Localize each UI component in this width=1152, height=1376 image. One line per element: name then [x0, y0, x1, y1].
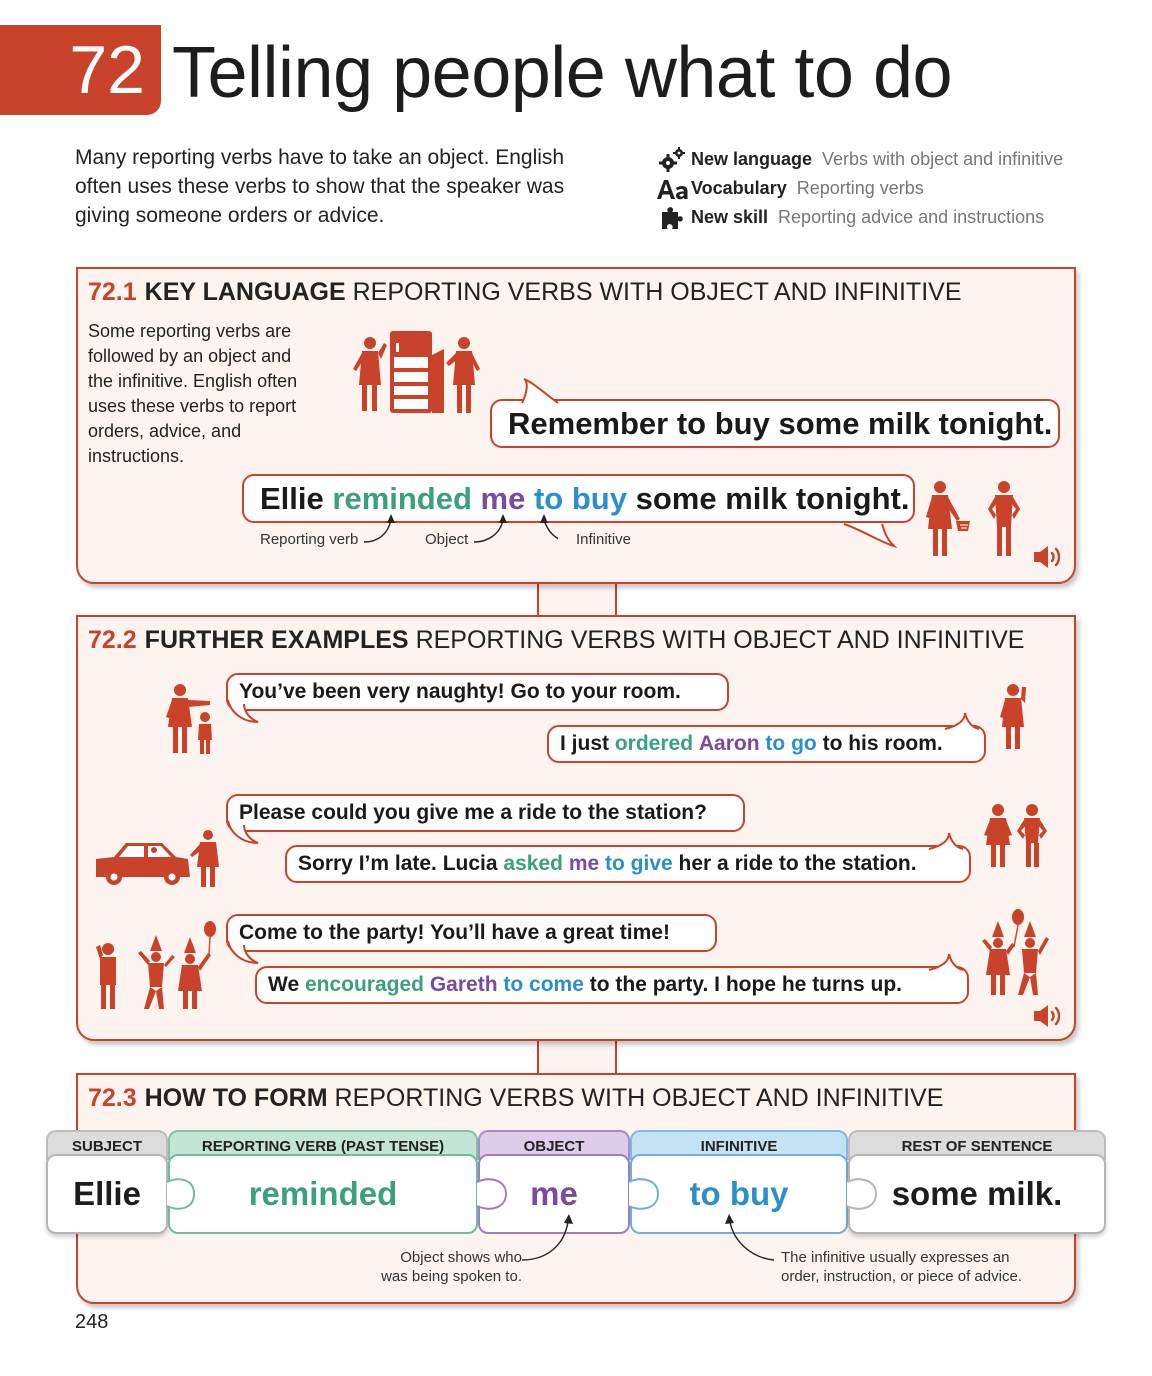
section-key-language: 72.1 KEY LANGUAGE REPORTING VERBS WITH OBJ…	[76, 267, 1076, 584]
meta-new-language: New language Verbs with object and infin…	[655, 145, 1135, 174]
meta-value: Verbs with object and infinitive	[822, 149, 1064, 169]
bubble-tail	[521, 378, 559, 404]
bubble-tail	[944, 712, 980, 730]
section-number: 72.3	[88, 1084, 137, 1112]
bubble-tail	[227, 820, 259, 844]
speech-bubble: Come to the party! You’ll have a great t…	[226, 914, 717, 964]
reported-infinitive: to go	[765, 732, 817, 755]
meta-label: New language	[691, 149, 813, 169]
audio-speaker-icon[interactable]	[1032, 544, 1064, 570]
column-value-rest-of-sentence: some milk.	[848, 1154, 1106, 1234]
page-title: Telling people what to do	[172, 33, 953, 113]
reported-verb: reminded	[332, 480, 472, 516]
meta-new-skill: New skill Reporting advice and instructi…	[655, 203, 1135, 232]
meta-label: New skill	[691, 207, 769, 227]
reported-post: her a ride to the station.	[678, 852, 917, 875]
column-value-reporting-verb: reminded	[168, 1154, 478, 1234]
audio-speaker-icon[interactable]	[1032, 1003, 1064, 1029]
direct-speech: Remember to buy some milk tonight.	[508, 405, 1053, 441]
bubble-tail	[928, 832, 964, 850]
puzzle-knobs	[166, 1178, 878, 1210]
note-object: Object shows who was being spoken to.	[381, 1249, 522, 1285]
puzzle-piece-icon	[655, 205, 689, 231]
note-infinitive: The infinitive usually expresses an orde…	[781, 1249, 1022, 1285]
meta-value: Reporting advice and instructions	[778, 207, 1045, 227]
meta-vocabulary: Vocabulary Reporting verbs	[655, 174, 1135, 203]
annotation-object: Object	[425, 531, 469, 548]
intro-text: Many reporting verbs have to take an obj…	[75, 146, 565, 227]
reported-speech-bubble: Sorry I’m late. Lucia asked me to give h…	[285, 832, 971, 883]
gears-icon	[655, 146, 689, 173]
reported-object: me	[480, 480, 526, 516]
meta-value: Reporting verbs	[796, 178, 924, 198]
reported-pre: I just	[560, 732, 610, 755]
column-value-subject: Ellie	[46, 1154, 168, 1234]
annotation-reporting-verb: Reporting verb	[260, 531, 359, 548]
reported-subject: Ellie	[260, 480, 324, 516]
unit-meta: New language Verbs with object and infin…	[655, 145, 1135, 232]
reported-speech-bubble: We encouraged Gareth to come to the part…	[255, 953, 969, 1004]
reported-verb: ordered	[614, 732, 694, 755]
reported-pre: We	[268, 973, 300, 996]
section-heading: 72.3 HOW TO FORM REPORTING VERBS WITH OBJE…	[88, 1083, 943, 1113]
section-description: Some reporting verbs are followed by an …	[88, 321, 298, 466]
section-number: 72.1	[88, 278, 137, 306]
section-heading: 72.1 KEY LANGUAGE REPORTING VERBS WITH OBJ…	[88, 277, 962, 307]
direct-speech: Come to the party! You’ll have a great t…	[239, 921, 670, 944]
parent-pointing-at-child-icon	[166, 684, 212, 754]
structure-note-arrows	[521, 1214, 775, 1261]
bubble-tail	[227, 699, 259, 723]
unit-number-badge: 72	[0, 25, 161, 115]
speech-bubble: Remember to buy some milk tonight.	[490, 378, 1060, 448]
bubble-tail	[843, 523, 898, 549]
page-number: 248	[75, 1311, 109, 1333]
party-hosts-icon	[982, 909, 1049, 995]
fridge-conversation-icon	[353, 331, 480, 413]
panel-connector	[537, 583, 617, 617]
unit-number: 72	[69, 32, 145, 108]
reported-verb: asked	[503, 852, 563, 875]
reported-post: to the party. I hope he turns up.	[589, 973, 903, 996]
bubble-tail	[227, 940, 259, 964]
reported-pre: Sorry I’m late. Lucia	[298, 852, 498, 875]
two-people-talking-icon	[984, 804, 1047, 867]
section-subtitle: REPORTING VERBS WITH OBJECT AND INFINITI…	[334, 1084, 944, 1112]
reported-object: me	[568, 852, 600, 875]
person-on-phone-icon	[1000, 684, 1026, 749]
reported-object: Gareth	[429, 973, 498, 996]
reported-object: Aaron	[698, 732, 760, 755]
reported-infinitive: to buy	[533, 480, 627, 516]
people-with-basket-icon	[926, 481, 1020, 556]
annotation-infinitive: Infinitive	[576, 531, 632, 548]
sentence-structure-puzzle: SUBJECT Ellie REPORTING VERB (PAST TENSE…	[0, 1130, 1152, 1250]
reported-infinitive: to give	[605, 852, 673, 875]
section-title: HOW TO FORM	[144, 1084, 328, 1112]
section-number: 72.2	[88, 626, 137, 654]
section-title: FURTHER EXAMPLES	[144, 626, 409, 654]
section-heading: 72.2 FURTHER EXAMPLES REPORTING VERBS WITH…	[88, 625, 1024, 655]
reported-verb: encouraged	[304, 973, 424, 996]
speech-bubble: You’ve been very naughty! Go to your roo…	[226, 673, 729, 723]
meta-label: Vocabulary	[691, 178, 787, 198]
party-guests-icon	[96, 921, 216, 1009]
section-title: KEY LANGUAGE	[144, 278, 346, 306]
bubble-tail	[928, 953, 964, 971]
car-and-person-icon	[96, 830, 219, 887]
reported-speech-bubble: I just ordered Aaron to go to his room.	[547, 712, 986, 763]
reported-rest: some milk tonight.	[635, 480, 910, 516]
column-value-infinitive: to buy	[630, 1154, 848, 1234]
speech-bubble: Please could you give me a ride to the s…	[226, 794, 745, 844]
section-subtitle: REPORTING VERBS WITH OBJECT AND INFINITI…	[415, 626, 1025, 654]
section-further-examples: 72.2 FURTHER EXAMPLES REPORTING VERBS WITH…	[76, 615, 1076, 1041]
reported-infinitive: to come	[503, 973, 584, 996]
aa-vocabulary-icon	[655, 178, 689, 200]
panel-connector	[537, 1040, 617, 1075]
direct-speech: You’ve been very naughty! Go to your roo…	[239, 680, 681, 703]
direct-speech: Please could you give me a ride to the s…	[239, 801, 707, 824]
reported-post: to his room.	[822, 732, 943, 755]
annotation-arrows	[363, 514, 558, 543]
section-subtitle: REPORTING VERBS WITH OBJECT AND INFINITI…	[352, 278, 962, 306]
reported-speech-bubble: Ellie reminded me to buy some milk tonig…	[242, 474, 915, 549]
